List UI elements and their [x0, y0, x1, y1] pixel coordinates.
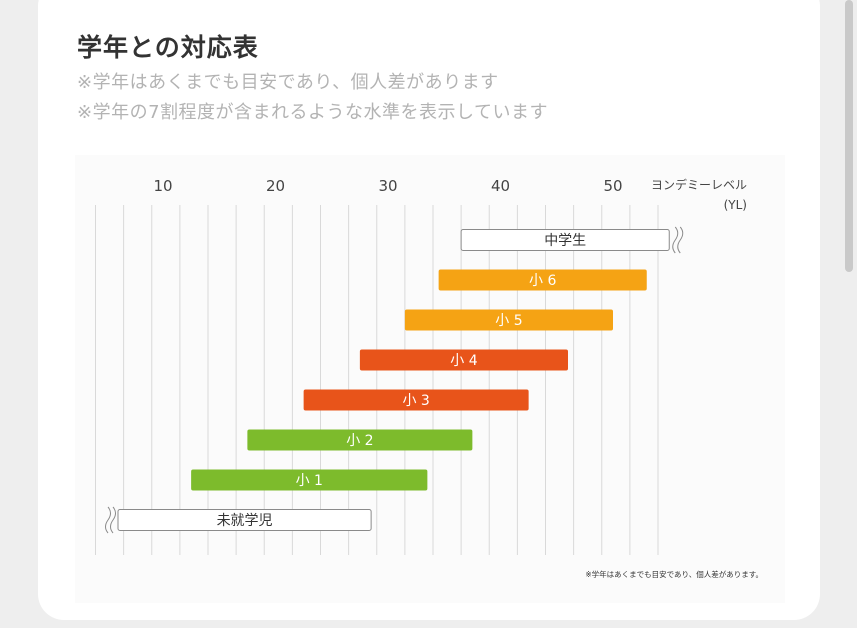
grade-bar — [247, 429, 473, 451]
note-text: ※学年はあくまでも目安であり、個人差があります — [77, 72, 499, 93]
grade-bar-label: 未就学児 — [217, 513, 273, 529]
grade-bar-label: 中学生 — [544, 233, 586, 249]
grade-bar-label: 小 3 — [402, 393, 429, 409]
break-mark — [110, 506, 116, 534]
chart-footnote: ※学年はあくまでも目安であり、個人差があります。 — [585, 569, 763, 579]
x-tick-label: 30 — [378, 177, 397, 195]
grade-bar — [359, 349, 568, 371]
x-tick-label: 20 — [266, 177, 285, 195]
x-tick-label: 50 — [603, 177, 622, 195]
x-tick-label: 10 — [153, 177, 172, 195]
grade-bar-label: 小 6 — [529, 273, 556, 289]
grade-bar-label: 小 4 — [450, 353, 477, 369]
scrollbar[interactable] — [845, 0, 853, 272]
break-mark — [105, 506, 111, 534]
x-axis-unit: (YL) — [724, 198, 747, 212]
grade-bar — [460, 229, 670, 251]
grade-bar — [117, 509, 372, 531]
grade-bar-label: 小 5 — [495, 313, 522, 329]
chart: 10 20 30 40 50 ヨンデミーレベル (YL) 中学生小 6 小 5 小 4 小 3 小 2… — [75, 155, 785, 603]
grade-bar — [438, 269, 647, 291]
break-mark — [672, 226, 679, 254]
grade-bar — [404, 309, 613, 331]
x-axis-label: ヨンデミーレベル — [651, 177, 747, 192]
x-tick-label: 40 — [491, 177, 510, 195]
grade-bar — [191, 469, 428, 491]
page-title: 学年との対応表 — [77, 33, 259, 62]
grade-bar — [303, 389, 529, 411]
break-mark — [677, 226, 684, 254]
note-text: ※学年の7割程度が含まれるような水準を表示しています — [77, 102, 548, 123]
grade-bar-label: 小 2 — [346, 433, 373, 449]
grade-bar-label: 小 1 — [296, 473, 323, 489]
